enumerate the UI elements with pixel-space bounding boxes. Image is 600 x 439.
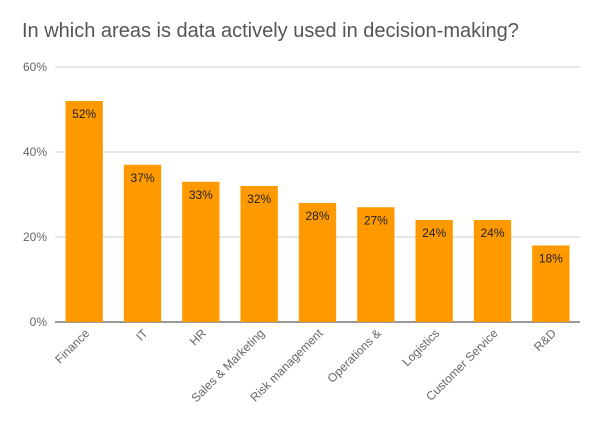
x-tick-label: HR bbox=[187, 326, 209, 348]
bar bbox=[532, 245, 570, 322]
data-label: 37% bbox=[130, 171, 154, 185]
data-label: 33% bbox=[189, 188, 213, 202]
data-label: 24% bbox=[480, 226, 504, 240]
data-label: 24% bbox=[422, 226, 446, 240]
bar bbox=[473, 220, 512, 322]
chart-title: In which areas is data actively used in … bbox=[22, 20, 519, 42]
data-label: 18% bbox=[539, 252, 563, 266]
y-axis-ticks: 0% 20% 40% 60% bbox=[23, 60, 47, 329]
x-tick-label: R&D bbox=[531, 326, 559, 354]
data-label: 27% bbox=[364, 213, 388, 227]
bar bbox=[65, 101, 103, 322]
bar bbox=[240, 186, 278, 322]
x-tick-label: Operations & bbox=[325, 326, 384, 385]
data-label: 32% bbox=[247, 192, 271, 206]
x-tick-label: IT bbox=[133, 326, 151, 344]
y-tick-label: 20% bbox=[23, 230, 47, 244]
y-tick-label: 40% bbox=[23, 145, 47, 159]
y-tick-label: 60% bbox=[23, 60, 47, 74]
x-tick-label: Finance bbox=[52, 326, 92, 366]
data-label: 28% bbox=[305, 209, 329, 223]
bar bbox=[123, 164, 162, 322]
bar bbox=[357, 207, 395, 322]
data-labels: 52% 37% 33% 32% 28% 27% 24% 24% 18% bbox=[72, 107, 563, 266]
y-tick-label: 0% bbox=[30, 315, 48, 329]
bar bbox=[415, 220, 453, 322]
bar bbox=[182, 181, 220, 322]
bars bbox=[65, 101, 570, 322]
x-tick-label: Logistics bbox=[399, 326, 442, 369]
data-label: 52% bbox=[72, 107, 96, 121]
bar bbox=[298, 203, 337, 322]
